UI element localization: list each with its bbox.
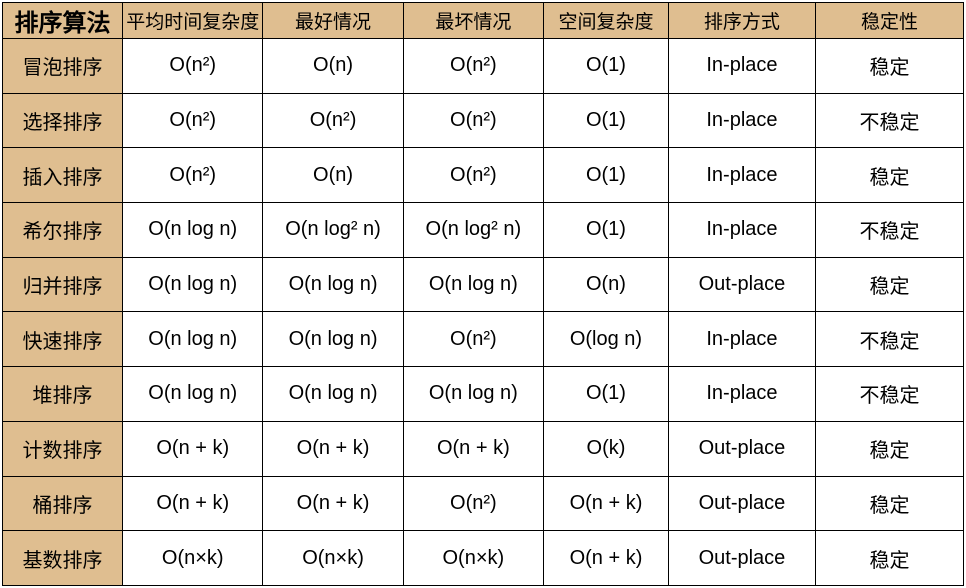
cell: 稳定: [815, 476, 963, 531]
col-header-avg-time: 平均时间复杂度: [123, 3, 263, 39]
cell: O(1): [544, 367, 669, 422]
cell: O(n): [263, 39, 403, 94]
cell: O(n log n): [123, 367, 263, 422]
table-row: 冒泡排序 O(n²) O(n) O(n²) O(1) In-place 稳定: [3, 39, 964, 94]
cell: O(n×k): [123, 531, 263, 586]
cell: O(n log n): [403, 367, 543, 422]
row-header: 基数排序: [3, 531, 123, 586]
cell: O(n²): [403, 93, 543, 148]
cell: 稳定: [815, 39, 963, 94]
cell: O(n): [544, 257, 669, 312]
sorting-algorithms-table: 排序算法 平均时间复杂度 最好情况 最坏情况 空间复杂度 排序方式 稳定性 冒泡…: [2, 2, 964, 586]
cell: O(1): [544, 148, 669, 203]
cell: O(k): [544, 421, 669, 476]
row-header: 归并排序: [3, 257, 123, 312]
cell: O(n log n): [263, 367, 403, 422]
row-header: 选择排序: [3, 93, 123, 148]
cell: O(n²): [123, 148, 263, 203]
cell: O(n²): [403, 312, 543, 367]
cell: O(n log n): [123, 257, 263, 312]
col-header-best-case: 最好情况: [263, 3, 403, 39]
cell: O(n + k): [263, 421, 403, 476]
cell: O(n log n): [123, 203, 263, 258]
cell: O(n + k): [403, 421, 543, 476]
table-row: 选择排序 O(n²) O(n²) O(n²) O(1) In-place 不稳定: [3, 93, 964, 148]
table-row: 希尔排序 O(n log n) O(n log² n) O(n log² n) …: [3, 203, 964, 258]
cell: Out-place: [668, 531, 815, 586]
cell: O(n²): [123, 39, 263, 94]
cell: O(n log n): [263, 312, 403, 367]
cell: O(n + k): [123, 421, 263, 476]
cell: Out-place: [668, 421, 815, 476]
cell: In-place: [668, 148, 815, 203]
cell: O(n + k): [544, 476, 669, 531]
cell: O(n log² n): [263, 203, 403, 258]
cell: O(n²): [403, 39, 543, 94]
row-header: 希尔排序: [3, 203, 123, 258]
row-header: 计数排序: [3, 421, 123, 476]
cell: O(n + k): [263, 476, 403, 531]
cell: 稳定: [815, 257, 963, 312]
table-row: 堆排序 O(n log n) O(n log n) O(n log n) O(1…: [3, 367, 964, 422]
cell: In-place: [668, 93, 815, 148]
col-header-method: 排序方式: [668, 3, 815, 39]
cell: O(n): [263, 148, 403, 203]
row-header: 插入排序: [3, 148, 123, 203]
cell: O(n²): [403, 476, 543, 531]
cell: In-place: [668, 203, 815, 258]
cell: In-place: [668, 367, 815, 422]
row-header: 堆排序: [3, 367, 123, 422]
cell: O(n×k): [263, 531, 403, 586]
table-container: 排序算法 平均时间复杂度 最好情况 最坏情况 空间复杂度 排序方式 稳定性 冒泡…: [0, 0, 966, 588]
cell: Out-place: [668, 476, 815, 531]
cell: O(n log² n): [403, 203, 543, 258]
cell: 稳定: [815, 531, 963, 586]
table-row: 快速排序 O(n log n) O(n log n) O(n²) O(log n…: [3, 312, 964, 367]
col-header-space: 空间复杂度: [544, 3, 669, 39]
cell: In-place: [668, 312, 815, 367]
cell: O(n×k): [403, 531, 543, 586]
cell: O(n log n): [123, 312, 263, 367]
table-row: 插入排序 O(n²) O(n) O(n²) O(1) In-place 稳定: [3, 148, 964, 203]
cell: O(log n): [544, 312, 669, 367]
row-header: 冒泡排序: [3, 39, 123, 94]
cell: O(n²): [403, 148, 543, 203]
cell: O(n²): [123, 93, 263, 148]
cell: O(n + k): [123, 476, 263, 531]
table-header-row: 排序算法 平均时间复杂度 最好情况 最坏情况 空间复杂度 排序方式 稳定性: [3, 3, 964, 39]
cell: 不稳定: [815, 203, 963, 258]
col-header-algorithm: 排序算法: [3, 3, 123, 39]
cell: Out-place: [668, 257, 815, 312]
cell: O(1): [544, 39, 669, 94]
cell: In-place: [668, 39, 815, 94]
row-header: 快速排序: [3, 312, 123, 367]
table-row: 归并排序 O(n log n) O(n log n) O(n log n) O(…: [3, 257, 964, 312]
cell: O(n²): [263, 93, 403, 148]
cell: O(1): [544, 93, 669, 148]
cell: 不稳定: [815, 93, 963, 148]
row-header: 桶排序: [3, 476, 123, 531]
col-header-worst-case: 最坏情况: [403, 3, 543, 39]
cell: 不稳定: [815, 367, 963, 422]
col-header-stability: 稳定性: [815, 3, 963, 39]
cell: O(1): [544, 203, 669, 258]
cell: 不稳定: [815, 312, 963, 367]
cell: 稳定: [815, 148, 963, 203]
cell: O(n + k): [544, 531, 669, 586]
cell: 稳定: [815, 421, 963, 476]
cell: O(n log n): [403, 257, 543, 312]
table-row: 桶排序 O(n + k) O(n + k) O(n²) O(n + k) Out…: [3, 476, 964, 531]
cell: O(n log n): [263, 257, 403, 312]
table-row: 计数排序 O(n + k) O(n + k) O(n + k) O(k) Out…: [3, 421, 964, 476]
table-row: 基数排序 O(n×k) O(n×k) O(n×k) O(n + k) Out-p…: [3, 531, 964, 586]
